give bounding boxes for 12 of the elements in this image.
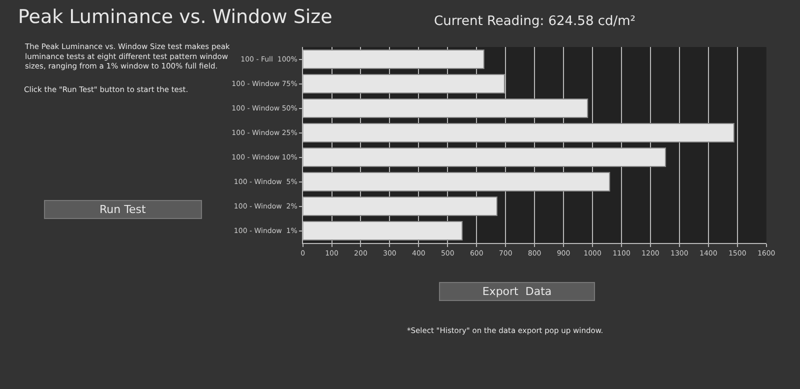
bar: [302, 50, 484, 69]
text: Run Test: [100, 203, 146, 216]
bar: [302, 172, 610, 192]
bar: [302, 123, 734, 142]
text: Export Data: [482, 285, 552, 298]
bar: [302, 221, 463, 240]
bar: [302, 196, 498, 216]
bar: [302, 98, 588, 118]
chart-title: Peak Luminance vs. Window Size: [18, 6, 332, 28]
chart-subtitle: Current Reading: 624.58 cd/m²: [434, 14, 636, 29]
bar: [302, 74, 505, 94]
bar: [302, 148, 666, 167]
